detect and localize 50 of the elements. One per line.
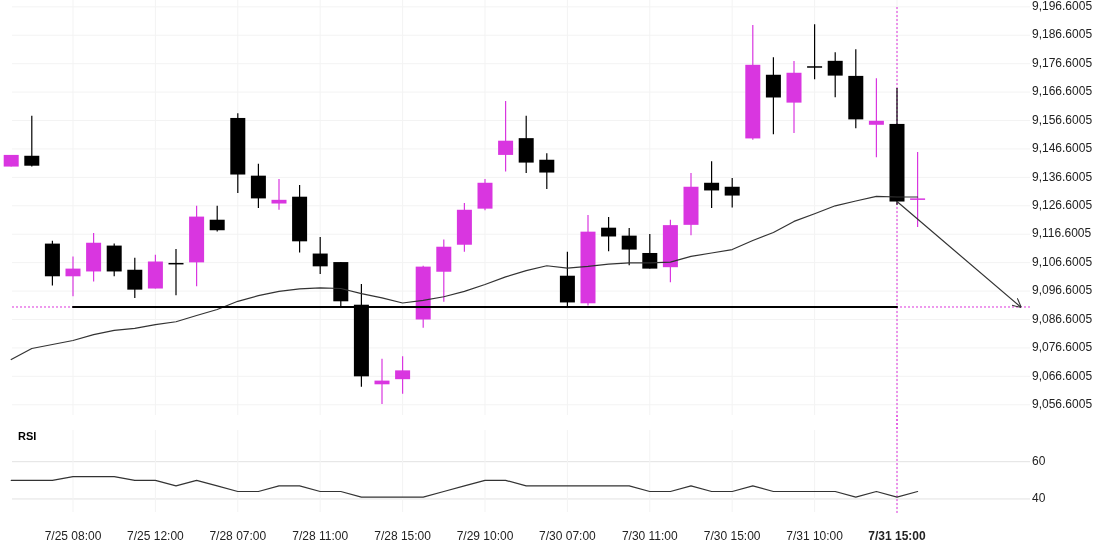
candlestick — [807, 23, 823, 80]
candlestick — [209, 205, 225, 232]
candlestick — [395, 355, 411, 395]
x-tick-label: 7/30 07:00 — [539, 529, 597, 543]
candlestick — [765, 56, 781, 135]
x-tick-label: 7/25 08:00 — [44, 529, 102, 543]
line-series — [10, 475, 919, 498]
x-tick-label: 7/25 12:00 — [127, 529, 185, 543]
y-tick-label: 9,186.6005 — [1032, 27, 1093, 42]
x-tick-label: 7/30 11:00 — [621, 529, 679, 543]
candlestick — [724, 177, 740, 209]
candlestick — [621, 227, 637, 266]
y-tick-label: 9,156.6005 — [1032, 112, 1093, 127]
y-tick-label: 40 — [1032, 491, 1046, 506]
candlestick — [65, 255, 81, 297]
candlestick — [601, 216, 617, 252]
candlestick — [868, 77, 884, 158]
y-tick-label: 9,076.6005 — [1032, 340, 1093, 355]
y-tick-label: 9,146.6005 — [1032, 141, 1093, 156]
candlestick — [498, 100, 514, 172]
candlestick — [24, 115, 40, 168]
y-tick-label: 9,086.6005 — [1032, 311, 1093, 326]
x-tick-label: 7/31 15:00 — [868, 529, 927, 543]
candlestick — [250, 163, 266, 209]
candlestick — [704, 160, 720, 209]
candlestick — [271, 178, 287, 211]
candlestick — [642, 233, 658, 270]
x-tick-label: 7/30 15:00 — [703, 529, 761, 543]
chart-title: RSI — [18, 430, 37, 442]
y-tick-label: 9,106.6005 — [1032, 254, 1093, 269]
y-tick-label: 9,056.6005 — [1032, 396, 1093, 411]
y-tick-label: 9,096.6005 — [1032, 283, 1093, 298]
candlestick — [910, 151, 926, 228]
y-tick-label: 9,196.6005 — [1032, 0, 1093, 13]
candlestick — [127, 257, 143, 299]
y-tick-label: 9,166.6005 — [1032, 84, 1093, 99]
x-tick-label: 7/29 10:00 — [456, 529, 514, 543]
x-tick-label: 7/28 15:00 — [374, 529, 432, 543]
y-tick-label: 9,066.6005 — [1032, 368, 1093, 383]
candlestick — [539, 152, 555, 190]
candlestick — [827, 51, 843, 98]
x-tick-label: 7/31 10:00 — [786, 529, 844, 543]
candlestick — [312, 236, 328, 275]
y-tick-label: 9,126.6005 — [1032, 197, 1093, 212]
y-tick-label: 9,136.6005 — [1032, 169, 1093, 184]
y-tick-label: 9,176.6005 — [1032, 55, 1093, 70]
y-tick-label: 60 — [1032, 453, 1046, 468]
x-tick-label: 7/28 07:00 — [209, 529, 267, 543]
y-tick-label: 9,116.6005 — [1032, 226, 1092, 241]
x-tick-label: 7/28 11:00 — [292, 529, 349, 543]
